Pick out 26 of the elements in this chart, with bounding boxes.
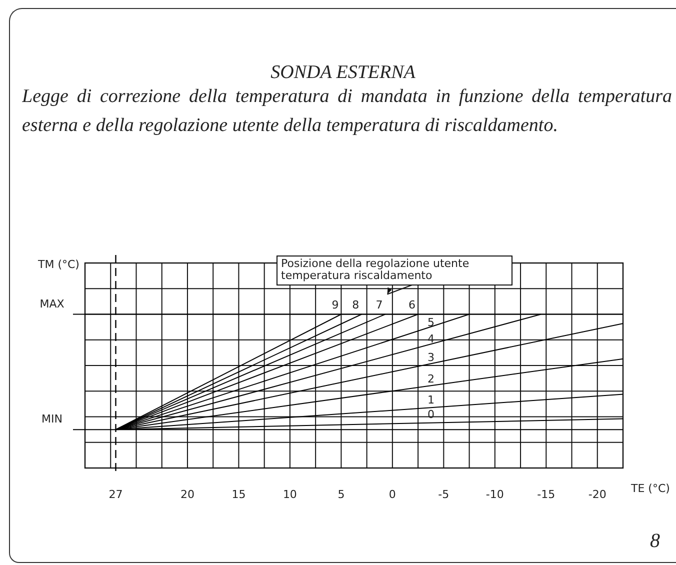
series-label: 8 [352,298,360,312]
x-tick-label: 5 [338,488,345,501]
y-axis-title: TM (°C) [37,258,80,271]
x-tick-label: -10 [486,488,504,501]
annotation: Posizione della regolazione utente temperatura riscaldamento [281,257,470,282]
text: 8 [650,530,660,552]
x-tick-label: -15 [537,488,556,501]
series-label: 3 [428,351,435,364]
x-tick-label: 0 [388,488,396,501]
series-label: 2 [428,372,435,386]
x-tick-label: 10 [282,488,297,501]
series-label: 5 [428,316,435,329]
x-tick-label: 20 [180,488,194,501]
ref-line-label: MIN [42,412,62,426]
chart-subtitle: Legge di correzione della temperatura di mandata in funzione della temperatura esterna e della regolazione utente della temperatura di riscaldamento. [22,85,672,138]
series-label: 7 [376,298,383,312]
x-tick-label: 15 [232,488,246,501]
x-axis-title: TE (°C) [630,482,670,495]
series-label: 6 [408,298,416,312]
x-tick-label: 27 [108,488,123,501]
x-tick-label: -20 [588,488,606,501]
chart-title: SONDA ESTERNA [270,62,416,83]
series-label: 9 [332,298,339,312]
ref-line-label: MAX [40,297,65,310]
x-tick-label: -5 [438,488,450,501]
series-label: 1 [428,393,435,406]
